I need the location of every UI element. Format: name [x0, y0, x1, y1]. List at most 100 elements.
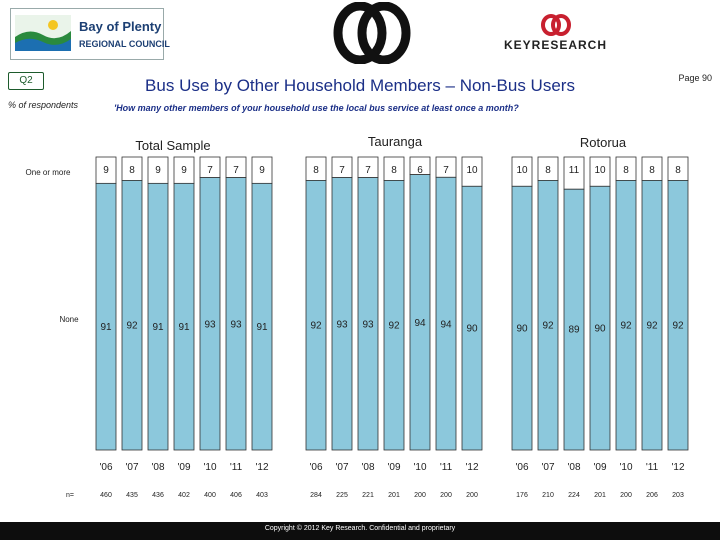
bar-none [409, 174, 431, 451]
label-one-or-more: 8 [545, 165, 551, 176]
n-label: n= [66, 492, 74, 499]
bar-none [173, 182, 195, 451]
n-value: 435 [126, 492, 138, 499]
label-none: 91 [178, 322, 190, 333]
key-rings-logo-icon [333, 2, 411, 64]
label-none: 92 [672, 321, 684, 332]
key-research-rings-icon [541, 14, 571, 36]
brand-right: KEYRESEARCH [503, 38, 607, 52]
category-label: '07 [125, 462, 138, 473]
n-value: 224 [568, 492, 580, 499]
n-value: 221 [362, 492, 374, 499]
category-label: '12 [465, 462, 478, 473]
page-number: Page 90 [678, 73, 712, 83]
n-value: 403 [256, 492, 268, 499]
footer-copyright: Copyright © 2012 Key Research. Confident… [264, 525, 456, 532]
label-none: 91 [152, 322, 164, 333]
category-label: '12 [671, 462, 684, 473]
label-one-or-more: 7 [365, 165, 371, 176]
label-one-or-more: 7 [233, 165, 239, 176]
n-value: 203 [672, 492, 684, 499]
n-value: 200 [466, 492, 478, 499]
bar-none [147, 182, 169, 451]
label-one-or-more: 10 [466, 165, 478, 176]
category-label: '08 [151, 462, 164, 473]
bar-none [383, 180, 405, 451]
bar-none [563, 188, 585, 451]
label-none: 90 [466, 323, 478, 334]
label-one-or-more: 9 [103, 165, 109, 176]
label-none: 92 [388, 321, 400, 332]
category-label: '12 [255, 462, 268, 473]
label-one-or-more: 7 [339, 165, 345, 176]
category-label: '09 [387, 462, 400, 473]
label-one-or-more: 9 [259, 165, 265, 176]
label-one-or-more: 8 [129, 165, 135, 176]
label-none: 94 [440, 319, 452, 330]
bar-none [461, 185, 483, 451]
label-none: 91 [256, 322, 268, 333]
question-text: 'How many other members of your househol… [114, 103, 519, 113]
category-label: '11 [230, 462, 243, 473]
label-one-or-more: 9 [181, 165, 187, 176]
label-none: 93 [230, 319, 242, 330]
category-label: '07 [335, 462, 348, 473]
page-title: Bus Use by Other Household Members – Non… [0, 76, 720, 96]
category-label: '10 [203, 462, 216, 473]
bar-none [511, 185, 533, 451]
n-value: 206 [646, 492, 658, 499]
group-header-1: Tauranga [368, 134, 423, 149]
label-none: 93 [336, 319, 348, 330]
label-none: 92 [126, 321, 138, 332]
n-value: 460 [100, 492, 112, 499]
category-label: '07 [541, 462, 554, 473]
bar-none [121, 180, 143, 451]
label-one-or-more: 10 [594, 165, 606, 176]
bar-none [251, 182, 273, 451]
label-none: 93 [362, 319, 374, 330]
label-one-or-more: 8 [313, 165, 319, 176]
label-none: 92 [542, 321, 554, 332]
regional-council-emblem-icon [15, 15, 71, 51]
label-one-or-more: 8 [675, 165, 681, 176]
category-label: '06 [515, 462, 528, 473]
row-label-none: None [59, 315, 79, 324]
label-one-or-more: 6 [417, 165, 423, 176]
bar-none [199, 177, 221, 451]
label-none: 89 [568, 325, 580, 336]
category-label: '09 [177, 462, 190, 473]
n-value: 201 [594, 492, 606, 499]
category-label: '06 [99, 462, 112, 473]
bar-none [305, 180, 327, 451]
n-value: 436 [152, 492, 164, 499]
n-value: 201 [388, 492, 400, 499]
n-value: 400 [204, 492, 216, 499]
row-label-one-or-more: One or more [26, 168, 71, 177]
label-none: 90 [516, 323, 528, 334]
n-value: 225 [336, 492, 348, 499]
n-value: 284 [310, 492, 322, 499]
label-one-or-more: 11 [569, 165, 580, 176]
brand-left-line2: REGIONAL COUNCIL [79, 39, 170, 49]
label-one-or-more: 8 [649, 165, 655, 176]
label-none: 90 [594, 323, 606, 334]
bar-none [537, 180, 559, 451]
bar-none [95, 182, 117, 451]
label-one-or-more: 8 [623, 165, 629, 176]
bar-none [641, 180, 663, 451]
n-value: 200 [620, 492, 632, 499]
label-none: 93 [204, 319, 216, 330]
label-one-or-more: 9 [155, 165, 161, 176]
n-value: 200 [414, 492, 426, 499]
bar-none [667, 180, 689, 451]
bar-none [357, 177, 379, 451]
label-one-or-more: 7 [443, 165, 449, 176]
label-one-or-more: 10 [516, 165, 528, 176]
n-value: 402 [178, 492, 190, 499]
category-label: '10 [413, 462, 426, 473]
key-research-logo: KEYRESEARCH [483, 14, 628, 56]
bar-none [331, 177, 353, 451]
respondents-subtitle: % of respondents [8, 100, 79, 110]
question-code-badge: Q2 [8, 72, 44, 90]
